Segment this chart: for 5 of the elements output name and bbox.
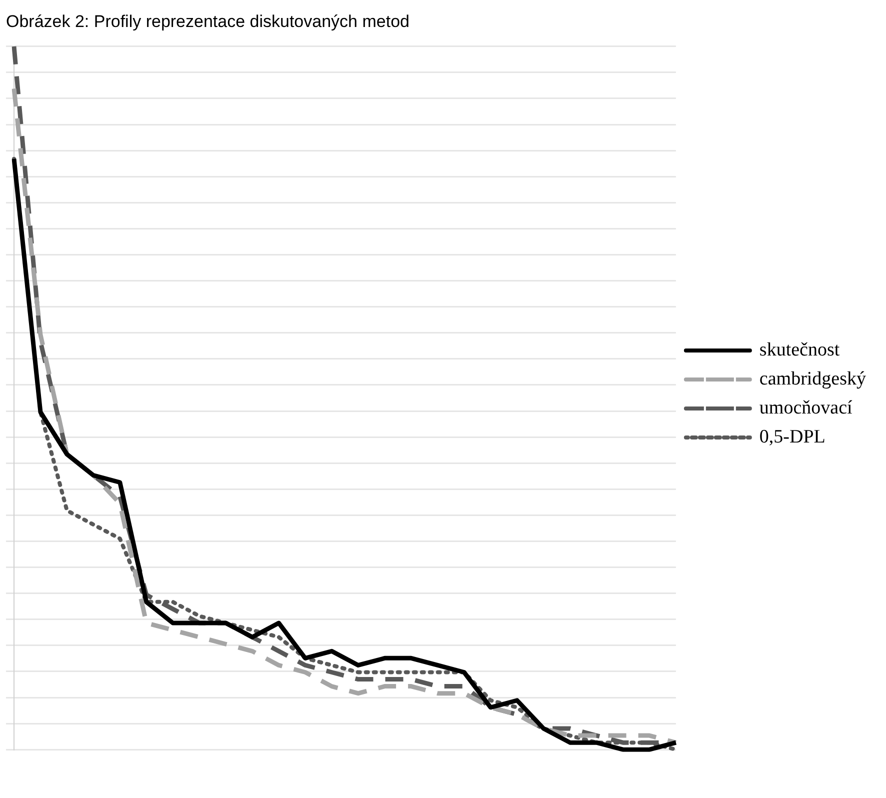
chart-title: Obrázek 2: Profily reprezentace diskutovaných metod [6,12,410,31]
legend-label: cambridgeský [759,368,866,390]
legend-label: skutečnost [759,339,840,360]
legend-label: umocňovací [759,397,853,418]
legend-label: 0,5-DPL [759,426,826,448]
